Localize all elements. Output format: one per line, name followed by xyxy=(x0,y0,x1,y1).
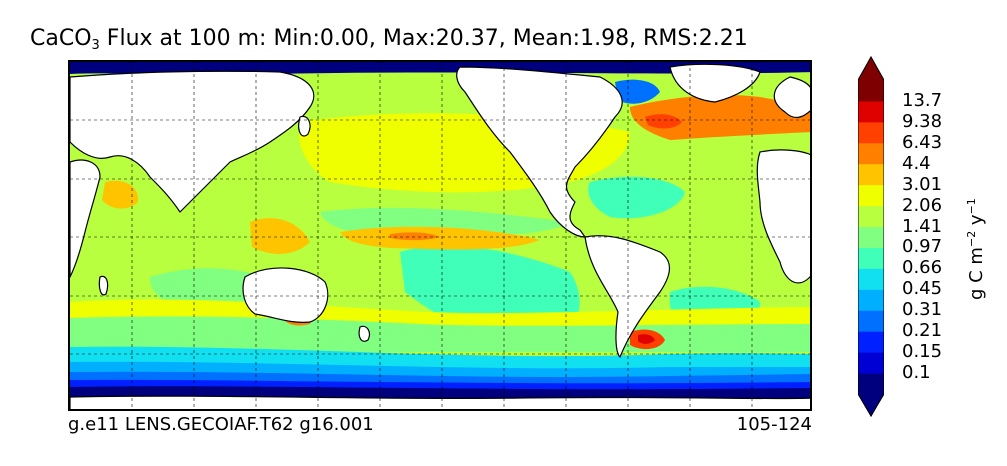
colorbar-segment xyxy=(858,373,884,395)
land-greenland xyxy=(669,63,761,103)
colorbar-tick-label: 3.01 xyxy=(902,173,943,195)
colorbar-tick-label: 0.45 xyxy=(902,278,943,300)
colorbar-segment xyxy=(858,121,884,144)
labrador-blue xyxy=(615,79,660,104)
colorbar-tick-label: 0.1 xyxy=(902,362,931,384)
north-atlantic-red xyxy=(645,114,682,129)
land-north-america xyxy=(456,66,623,238)
north-atlantic-orange xyxy=(630,95,810,140)
colorbar-units: g C m−2 y−1 xyxy=(965,198,987,300)
colorbar-tick-label: 0.21 xyxy=(902,320,943,342)
land-eurasia xyxy=(70,70,810,213)
equatorial-pacific-core xyxy=(390,232,440,241)
colorbar-segment xyxy=(858,289,884,311)
colorbar-segment xyxy=(858,142,884,165)
colorbar-tick-label: 0.15 xyxy=(902,341,943,363)
colorbar-tick-label: 0.31 xyxy=(902,299,943,321)
title-prefix: CaCO xyxy=(30,26,92,51)
units-mid: y xyxy=(966,214,987,231)
graticule xyxy=(70,62,810,409)
colorbar-tick-label: 0.66 xyxy=(902,257,943,279)
colorbar-over-arrow xyxy=(858,56,884,80)
land-antarctica xyxy=(70,395,810,409)
colorbar-tick-label: 1.41 xyxy=(902,215,943,237)
units-base: g C m xyxy=(966,247,987,300)
colorbar-segment xyxy=(858,163,884,186)
colorbar-segment xyxy=(858,184,884,207)
colorbar-segment xyxy=(858,352,884,374)
argentine-shelf-dark xyxy=(638,334,655,344)
colorbar-segment xyxy=(858,205,884,228)
colorbar-ticks: 0.1 0.15 0.21 0.31 0.45 0.66 0.97 1.41 2.06 3.01 4… xyxy=(890,80,950,398)
colorbar-segment xyxy=(858,80,884,102)
land-south-america xyxy=(584,235,670,358)
colorbar-tick-label: 9.38 xyxy=(902,110,943,132)
colorbar-tick-label: 0.97 xyxy=(902,236,943,258)
units-m-exponent: −2 xyxy=(965,230,978,248)
colorbar-segment xyxy=(858,331,884,353)
colorbar-tick-label: 6.43 xyxy=(902,131,943,153)
indonesia-orange xyxy=(250,218,310,254)
land-japan xyxy=(298,115,311,137)
title-subscript: 3 xyxy=(91,38,100,53)
year-range: 105-124 xyxy=(736,414,812,435)
colorbar-segment xyxy=(858,226,884,248)
equatorial-pacific-orange xyxy=(340,226,540,250)
arabian-sea-orange xyxy=(102,180,139,209)
land-australia xyxy=(242,267,329,323)
colorbar-tick-label: 13.7 xyxy=(902,89,943,111)
land-madagascar xyxy=(98,275,109,296)
land-africa xyxy=(70,149,810,284)
map-canvas xyxy=(70,62,810,409)
land-new-zealand xyxy=(358,325,371,342)
colorbar-tick-label: 2.06 xyxy=(902,194,943,216)
title-rest: Flux at 100 m: Min:0.00, Max:20.37, Mean… xyxy=(99,26,748,51)
plot-title: CaCO3 Flux at 100 m: Min:0.00, Max:20.37… xyxy=(30,26,748,53)
north-atlantic-gyre xyxy=(588,176,685,219)
colorbar xyxy=(858,56,884,417)
colorbar-outline xyxy=(858,56,884,417)
colorbar-tick-label: 4.4 xyxy=(902,152,931,174)
colorbar-under-arrow xyxy=(858,394,884,417)
case-name: g.e11 LENS.GECOIAF.T62 g16.001 xyxy=(68,414,374,435)
colorbar-segment xyxy=(858,310,884,332)
units-y-exponent: −1 xyxy=(965,198,978,215)
colorbar-segment xyxy=(858,247,884,269)
colorbar-segment xyxy=(858,268,884,290)
colorbar-segment xyxy=(858,100,884,123)
map-panel xyxy=(68,60,812,411)
